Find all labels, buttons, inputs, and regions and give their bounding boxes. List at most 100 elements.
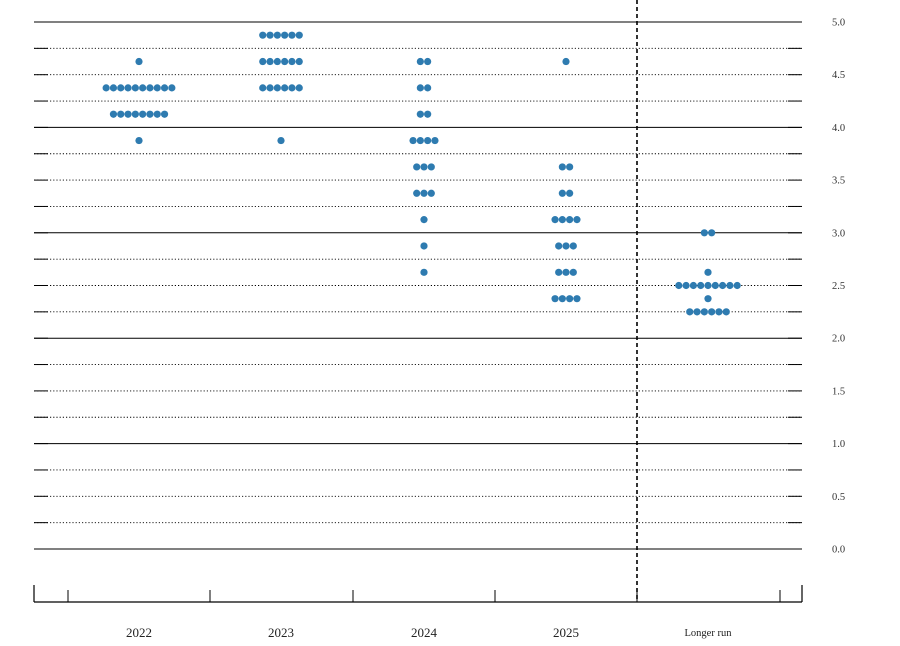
y-tick-label: 5.0 [832,18,845,29]
participant-dot [726,281,734,290]
participant-dot [711,281,719,290]
participant-dot [135,57,143,66]
participant-dot [266,84,274,92]
participant-dot [427,163,435,171]
y-tick-label: 2.0 [832,334,845,345]
participant-dot [700,308,708,316]
participant-dot [722,308,730,316]
participant-dot [719,281,727,290]
participant-dot [288,31,296,39]
participant-dot [704,295,712,303]
participant-dot [266,57,274,66]
participant-dot [153,110,161,118]
y-tick-label: 3.0 [832,228,845,239]
participant-dot [109,110,118,118]
participant-dot [135,136,143,145]
participant-dot [424,110,432,118]
participant-dot [573,295,581,303]
participant-dot [420,268,428,276]
y-tick-label: 1.5 [832,386,845,397]
participant-dot [117,110,125,118]
participant-dot [259,57,267,66]
y-tick-label: 4.0 [832,123,845,134]
participant-dot [131,84,139,92]
participant-dot [566,189,574,197]
participant-dot [424,136,432,145]
participant-dot [704,281,712,290]
participant-dot [259,84,267,92]
participant-dot [420,189,428,197]
y-tick-label: 0.0 [832,545,845,556]
participant-dot [708,308,716,316]
participant-dot [566,295,574,303]
participant-dot [704,268,712,276]
y-tick-label: 1.0 [832,439,845,450]
participant-dot [277,136,285,145]
participant-dot [708,229,716,237]
participant-dot [146,84,154,92]
participant-dot [566,163,574,171]
participant-dot [733,281,741,290]
participant-dot [675,281,683,290]
participant-dot [558,163,566,171]
participant-dot [566,216,574,224]
y-tick-label: 3.5 [832,176,845,187]
participant-dot [124,110,132,118]
participant-dot [569,242,577,250]
participant-dot [555,242,563,250]
participant-dot [109,84,118,92]
participant-dot [102,84,110,92]
x-category-label: 2024 [411,625,438,640]
participant-dot [273,57,281,66]
participant-dot [146,110,154,118]
participant-dot [420,163,428,171]
participant-dot [551,295,559,303]
participant-dot [288,84,296,92]
participant-dot [295,31,303,39]
participant-dot [424,84,432,92]
participant-dot [700,229,708,237]
participant-dot [424,57,432,66]
participant-dot [416,136,424,145]
x-category-label: Longer run [685,628,733,639]
participant-dot [715,308,723,316]
participant-dot [281,84,289,92]
participant-dot [266,31,274,39]
participant-dot [139,110,147,118]
participant-dot [416,110,424,118]
y-tick-label: 4.5 [832,70,845,81]
participant-dot [416,84,424,92]
y-tick-label: 2.5 [832,281,845,292]
participant-dot [413,163,421,171]
participant-dot [160,84,169,92]
participant-dot [160,110,169,118]
participant-dot [168,84,176,92]
participant-dot [573,216,581,224]
participant-dot [562,268,570,276]
participant-dot [562,242,570,250]
participant-dot [420,216,428,224]
participant-dot [409,136,417,145]
participant-dot [139,84,147,92]
participant-dot [682,281,690,290]
participant-dot [117,84,125,92]
participant-dot [558,189,566,197]
participant-dot [562,57,570,66]
participant-dot [427,189,435,197]
x-category-label: 2025 [553,625,579,640]
participant-dot [281,57,289,66]
participant-dot [431,136,439,145]
participant-dot [413,189,421,197]
participant-dot [558,295,566,303]
y-axis-tick-labels: 0.0 0.5 1.0 1.5 2.0 2.5 3.0 3.5 4.0 4.5 5.0 [832,18,845,556]
x-category-label: 2022 [126,625,152,640]
participant-dot [281,31,289,39]
participant-dot [551,216,559,224]
y-tick-label: 0.5 [832,492,845,503]
participant-dot [416,57,424,66]
participant-dot [558,216,566,224]
participant-dot [295,84,303,92]
participant-dot [686,308,694,316]
gridlines [34,21,802,550]
